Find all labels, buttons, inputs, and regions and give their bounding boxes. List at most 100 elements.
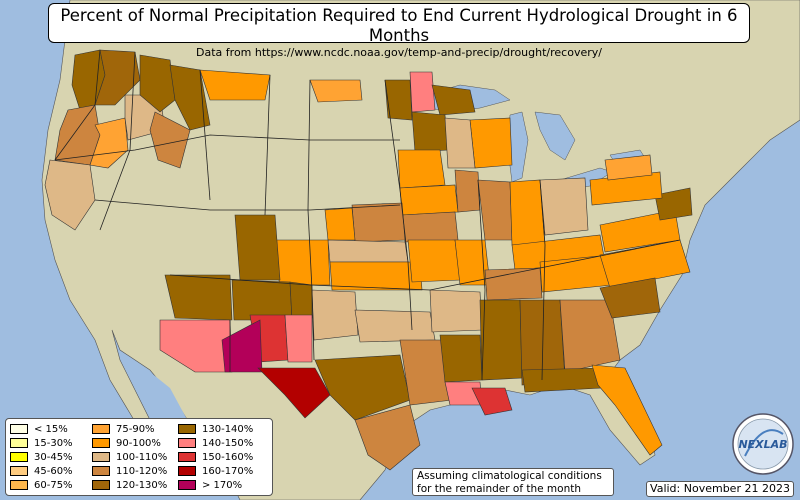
region-mt-north: [199, 69, 271, 101]
legend-label: 90-100%: [116, 437, 161, 449]
legend-item: 130-140%: [178, 422, 268, 436]
region-wi-north: [409, 71, 436, 113]
region-az-north: [164, 274, 233, 321]
region-in: [509, 179, 546, 246]
legend-swatch: [178, 452, 196, 462]
region-id-north: [139, 54, 176, 113]
region-tx-central: [314, 354, 411, 421]
region-ne-east: [351, 202, 406, 243]
region-tn-west: [484, 267, 543, 301]
map-subtitle: Data from https://www.ncdc.noaa.gov/temp…: [196, 46, 602, 59]
legend-label: 100-110%: [116, 451, 168, 463]
legend: < 15% 15-30% 30-45% 45-60% 60-75% 75-90% 90-10…: [5, 418, 273, 496]
region-mt-west: [169, 64, 211, 131]
legend-swatch: [178, 466, 196, 476]
legend-label: 160-170%: [202, 465, 254, 477]
region-ca-north: [44, 159, 96, 231]
region-id-south: [149, 111, 191, 169]
region-ne-west: [324, 207, 356, 241]
legend-label: 150-160%: [202, 451, 254, 463]
region-mn-north: [384, 79, 413, 121]
legend-item: 45-60%: [10, 464, 92, 478]
legend-swatch: [10, 438, 28, 448]
legend-item: 140-150%: [178, 436, 268, 450]
region-nd-east: [309, 79, 363, 103]
note-line-1: Assuming climatological conditions: [417, 470, 602, 482]
region-ks-north: [327, 239, 409, 263]
legend-label: 120-130%: [116, 479, 168, 491]
region-nm-west: [231, 279, 293, 321]
legend-grid: < 15% 15-30% 30-45% 45-60% 60-75% 75-90% 90-10…: [10, 422, 268, 492]
legend-swatch: [92, 424, 110, 434]
region-sc: [599, 277, 661, 319]
logo-text: NEXLAB: [738, 438, 787, 451]
region-ny: [604, 154, 653, 181]
legend-swatch: [92, 480, 110, 490]
legend-label: 75-90%: [116, 423, 155, 435]
legend-item: 60-75%: [10, 478, 92, 492]
map-title: Percent of Normal Precipitation Required…: [60, 6, 738, 45]
legend-swatch: [92, 438, 110, 448]
region-la-north: [439, 334, 483, 383]
region-fl-panhandle: [521, 367, 603, 393]
region-ga: [559, 299, 621, 373]
legend-swatch: [10, 452, 28, 462]
region-az-south: [159, 319, 233, 373]
nexlab-logo-icon: NEXLAB: [732, 413, 794, 475]
region-tx-south: [354, 404, 421, 471]
region-wi-central: [411, 111, 449, 153]
legend-label: 140-150%: [202, 437, 254, 449]
region-ms: [479, 299, 523, 381]
legend-item: 100-110%: [92, 450, 178, 464]
legend-label: 130-140%: [202, 423, 254, 435]
region-nm-east: [284, 314, 313, 363]
legend-swatch: [92, 452, 110, 462]
region-mo-west: [407, 239, 461, 283]
region-md-de: [654, 187, 693, 221]
region-la-delta: [471, 387, 513, 416]
region-tx-west: [257, 367, 331, 419]
legend-item: 75-90%: [92, 422, 178, 436]
note-line-2: for the remainder of the month: [417, 482, 582, 495]
valid-date: Valid: November 21 2023: [646, 481, 794, 497]
legend-swatch: [178, 424, 196, 434]
region-ia-south: [401, 211, 459, 243]
legend-swatch: [10, 466, 28, 476]
region-mo-east: [454, 239, 491, 286]
legend-label: 45-60%: [34, 465, 73, 477]
legend-label: 110-120%: [116, 465, 168, 477]
legend-swatch: [10, 424, 28, 434]
legend-label: > 170%: [202, 479, 243, 491]
region-oh: [539, 177, 589, 236]
map-title-box: Percent of Normal Precipitation Required…: [48, 3, 750, 59]
legend-item: 30-45%: [10, 450, 92, 464]
state-borders: [54, 49, 681, 381]
legend-item: 150-160%: [178, 450, 268, 464]
region-tx-panhandle: [311, 289, 359, 341]
legend-item: 120-130%: [92, 478, 178, 492]
region-ia-east: [454, 169, 481, 213]
legend-swatch: [178, 480, 196, 490]
legend-swatch: [10, 480, 28, 490]
climatology-note: Assuming climatological conditions for t…: [412, 468, 614, 496]
legend-item: > 170%: [178, 478, 268, 492]
region-ar: [429, 289, 483, 333]
drought-regions: [44, 49, 693, 471]
legend-label: 30-45%: [34, 451, 73, 463]
region-ut-east: [234, 214, 281, 281]
legend-item: 90-100%: [92, 436, 178, 450]
region-mi-lower: [469, 117, 513, 169]
region-tx-north: [354, 309, 436, 343]
legend-swatch: [178, 438, 196, 448]
legend-label: 60-75%: [34, 479, 73, 491]
region-ia-north: [399, 184, 459, 216]
region-fl: [591, 364, 663, 456]
region-mi-up: [431, 84, 476, 116]
legend-item: < 15%: [10, 422, 92, 436]
legend-item: 110-120%: [92, 464, 178, 478]
region-wi-south: [397, 149, 446, 189]
legend-label: < 15%: [34, 423, 68, 435]
legend-item: 15-30%: [10, 436, 92, 450]
lake-huron: [534, 111, 576, 161]
